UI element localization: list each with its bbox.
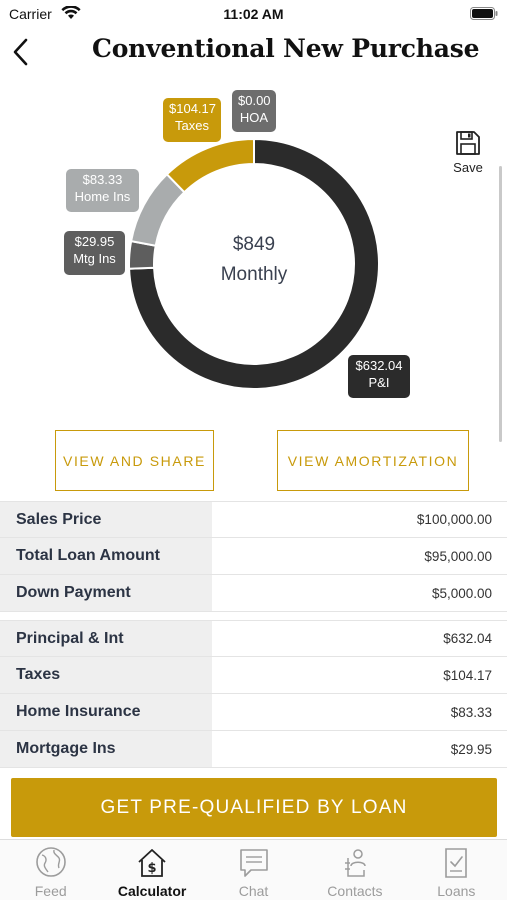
back-chevron-icon[interactable]	[10, 36, 32, 68]
row-value: $104.17	[443, 667, 492, 683]
row-label: Taxes	[0, 657, 212, 693]
scroll-indicator[interactable]	[499, 166, 502, 442]
tab-label: Loans	[437, 883, 476, 899]
taxes-name: Taxes	[175, 118, 209, 133]
table-row: Home Insurance $83.33	[0, 694, 507, 731]
status-bar: Carrier 11:02 AM	[0, 0, 507, 28]
tab-calculator[interactable]: $ Calculator	[101, 840, 202, 900]
header: Conventional New Purchase	[0, 28, 507, 76]
table-row: Total Loan Amount $95,000.00	[0, 538, 507, 575]
home-ins-amount: $83.33	[82, 172, 123, 187]
row-label: Total Loan Amount	[0, 538, 212, 574]
pi-name: P&I	[368, 375, 390, 390]
chart-label-mtg-ins: $29.95 Mtg Ins	[64, 231, 125, 275]
mtg-ins-name: Mtg Ins	[73, 251, 116, 266]
donut-slice-p-i	[128, 137, 380, 390]
row-label: Mortgage Ins	[0, 731, 212, 767]
tab-feed[interactable]: Feed	[0, 840, 101, 900]
contacts-icon	[344, 849, 366, 877]
tab-loans[interactable]: Loans	[406, 840, 507, 900]
row-value: $5,000.00	[431, 585, 492, 601]
payment-breakdown-table: Principal & Int $632.04 Taxes $104.17 Ho…	[0, 620, 507, 768]
monthly-label: Monthly	[220, 264, 288, 285]
chart-label-hoa: $0.00 HOA	[232, 90, 276, 132]
loan-summary-table: Sales Price $100,000.00 Total Loan Amoun…	[0, 501, 507, 612]
row-label: Down Payment	[0, 575, 212, 611]
chart-label-home-ins: $83.33 Home Ins	[66, 169, 139, 212]
get-pre-qualified-button[interactable]: GET PRE-QUALIFIED BY LOAN	[11, 778, 497, 837]
table-row: Sales Price $100,000.00	[0, 501, 507, 538]
tab-label: Contacts	[327, 883, 383, 899]
row-value: $100,000.00	[416, 512, 492, 527]
pi-amount: $632.04	[355, 358, 403, 373]
view-amortization-button[interactable]: VIEW AMORTIZATION	[277, 430, 469, 491]
row-label: Sales Price	[0, 502, 212, 537]
battery-icon	[470, 7, 498, 20]
floppy-disk-icon	[456, 131, 480, 155]
hoa-name: HOA	[239, 110, 269, 125]
calculator-house-icon: $	[138, 849, 166, 877]
payment-donut-chart	[128, 137, 380, 390]
mtg-ins-amount: $29.95	[74, 234, 115, 249]
row-value: $29.95	[450, 741, 492, 757]
status-time: 11:02 AM	[223, 6, 284, 22]
wifi-icon	[61, 6, 81, 19]
table-row: Taxes $104.17	[0, 657, 507, 694]
donut-slice-taxes	[165, 137, 255, 194]
row-label: Home Insurance	[0, 694, 212, 730]
tab-label: Chat	[238, 883, 269, 899]
row-value: $95,000.00	[424, 548, 492, 564]
home-ins-name: Home Ins	[74, 189, 131, 204]
taxes-amount: $104.17	[169, 101, 216, 116]
carrier-name: Carrier	[9, 6, 52, 22]
page-title: Conventional New Purchase	[92, 34, 480, 63]
table-row: Mortgage Ins $29.95	[0, 731, 507, 768]
monthly-total: $849	[232, 234, 276, 255]
view-and-share-button[interactable]: VIEW AND SHARE	[55, 430, 214, 491]
globe-icon	[35, 847, 66, 877]
chart-label-pi: $632.04 P&I	[348, 355, 410, 398]
hoa-amount: $0.00	[238, 93, 271, 108]
chat-icon	[239, 849, 268, 877]
table-row: Down Payment $5,000.00	[0, 575, 507, 612]
row-value: $632.04	[443, 631, 492, 646]
payment-chart-area	[0, 80, 507, 442]
table-row: Principal & Int $632.04	[0, 620, 507, 657]
save-button[interactable]: Save	[448, 130, 488, 182]
tab-label: Calculator	[117, 883, 187, 899]
tab-chat[interactable]: Chat	[203, 840, 304, 900]
tab-contacts[interactable]: Contacts	[304, 840, 405, 900]
chart-label-taxes: $104.17 Taxes	[163, 98, 221, 142]
tab-label: Feed	[34, 883, 67, 899]
row-value: $83.33	[450, 704, 492, 720]
tab-bar: Feed $ Calculator Chat Contacts	[0, 839, 507, 900]
svg-text:$: $	[148, 861, 157, 876]
row-label: Principal & Int	[0, 621, 212, 656]
save-label: Save	[453, 160, 483, 175]
loans-doc-icon	[445, 848, 468, 878]
